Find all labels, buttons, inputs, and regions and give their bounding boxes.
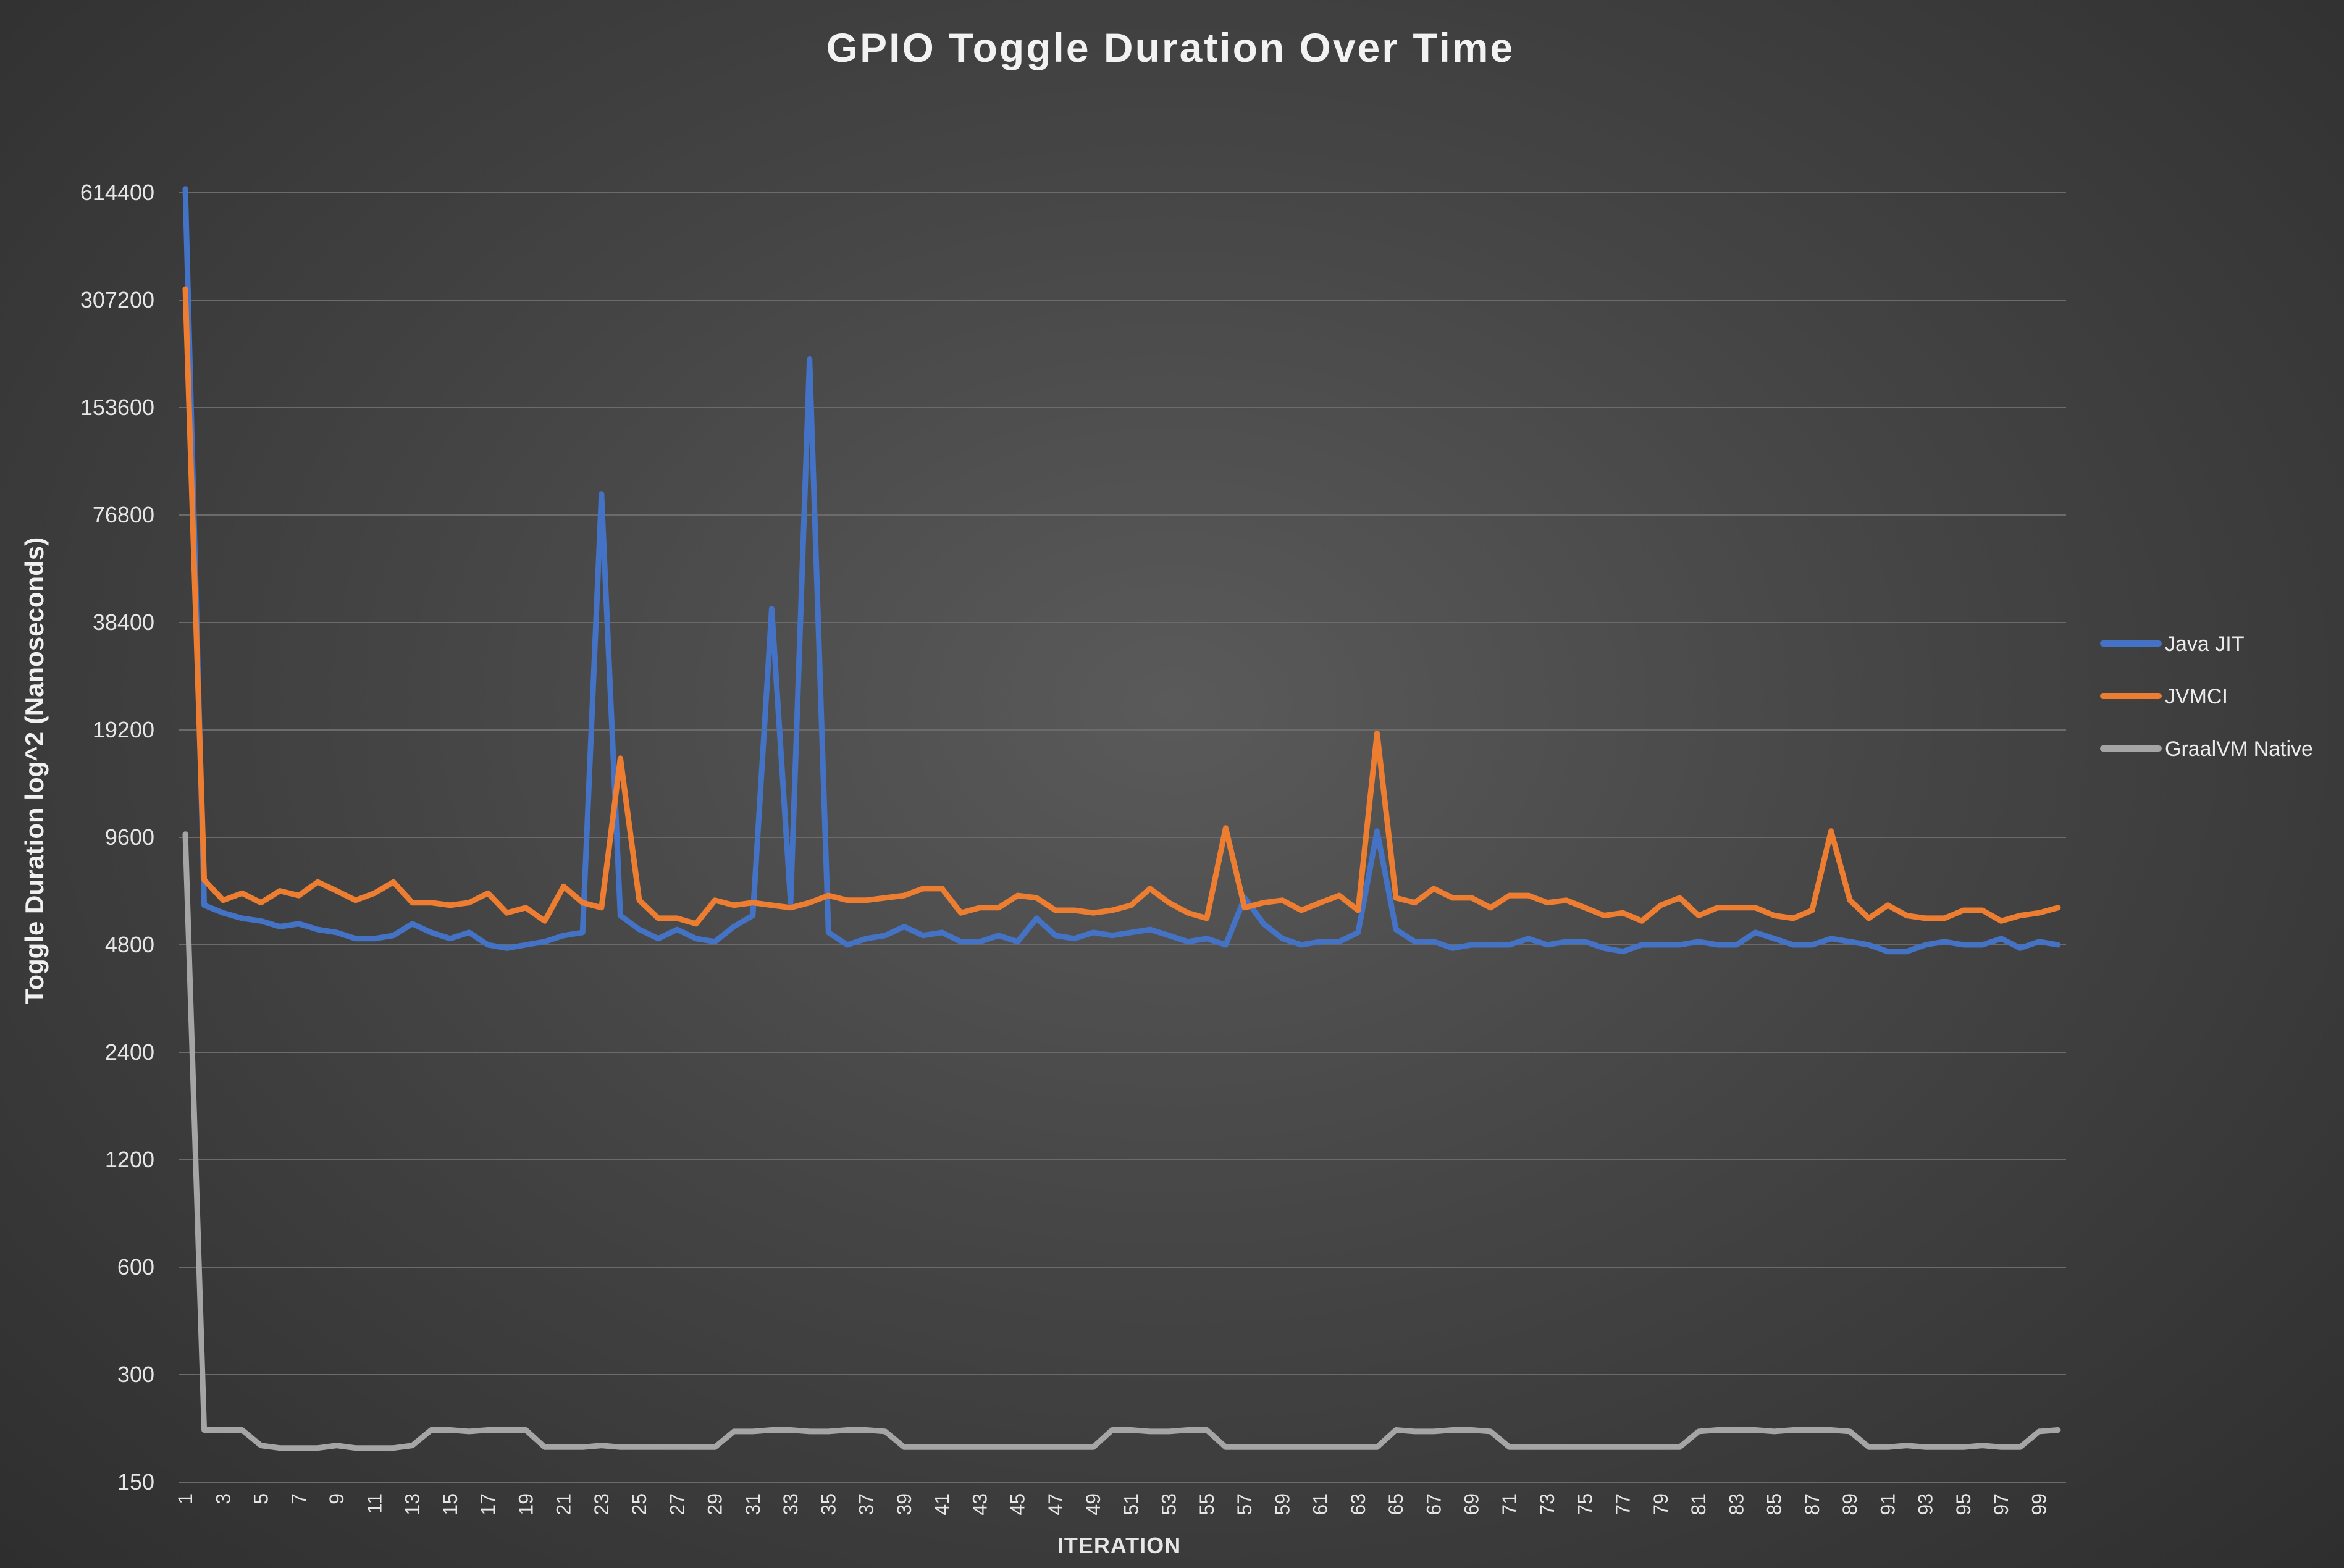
series-line-graalvm-native <box>182 831 2061 1451</box>
x-tick-label: 81 <box>1687 1493 1710 1516</box>
x-tick-label: 79 <box>1650 1493 1672 1516</box>
y-tick-label: 38400 <box>93 610 154 635</box>
legend: Java JIT JVMCI GraalVM Native <box>2100 632 2313 761</box>
y-tick-label: 19200 <box>93 717 154 742</box>
y-tick-label: 4800 <box>105 932 154 957</box>
x-tick-label: 75 <box>1574 1493 1596 1516</box>
legend-label: JVMCI <box>2165 685 2228 708</box>
x-tick-label: 73 <box>1536 1493 1558 1516</box>
series-line-jvmci <box>182 286 2061 927</box>
x-tick-label: 15 <box>439 1493 461 1516</box>
x-tick-label: 83 <box>1725 1493 1747 1516</box>
y-tick-label: 153600 <box>80 395 154 420</box>
x-tick-label: 21 <box>553 1493 575 1516</box>
y-tick-label: 1200 <box>105 1147 154 1172</box>
x-tick-label: 61 <box>1309 1493 1332 1516</box>
y-axis-ticks: 150 300 600 1200 2400 4800 9600 19200 38400 76800… <box>80 180 154 1495</box>
x-tick-label: 9 <box>326 1493 348 1504</box>
x-tick-label: 59 <box>1271 1493 1293 1516</box>
x-tick-label: 51 <box>1120 1493 1142 1516</box>
x-tick-label: 93 <box>1915 1493 1937 1516</box>
x-tick-label: 29 <box>704 1493 726 1516</box>
x-tick-label: 13 <box>401 1493 424 1516</box>
y-tick-label: 614400 <box>80 180 154 205</box>
legend-label: GraalVM Native <box>2165 737 2313 761</box>
x-tick-label: 7 <box>288 1493 310 1504</box>
x-tick-label: 45 <box>1007 1493 1029 1516</box>
x-tick-label: 33 <box>779 1493 802 1516</box>
x-tick-label: 57 <box>1233 1493 1256 1516</box>
x-tick-label: 1 <box>174 1493 196 1504</box>
x-tick-label: 25 <box>628 1493 650 1516</box>
x-tick-label: 17 <box>477 1493 499 1516</box>
y-axis-title: Toggle Duration log^2 (Nanoseconds) <box>20 537 49 1004</box>
series-line-java-jit <box>182 186 2061 955</box>
x-tick-label: 53 <box>1158 1493 1180 1516</box>
x-tick-label: 89 <box>1839 1493 1861 1516</box>
x-tick-label: 35 <box>817 1493 839 1516</box>
x-tick-label: 67 <box>1422 1493 1445 1516</box>
y-tick-label: 150 <box>117 1469 154 1495</box>
x-axis-title: ITERATION <box>1057 1533 1181 1558</box>
x-tick-label: 71 <box>1498 1493 1521 1516</box>
x-tick-label: 85 <box>1763 1493 1786 1516</box>
x-axis-ticks: 1 3 5 7 9 11 13 15 17 19 21 23 25 27 29 31 33 35 37 39 41 43 4… <box>174 1493 2050 1516</box>
y-tick-label: 9600 <box>105 824 154 850</box>
x-tick-label: 3 <box>212 1493 234 1504</box>
x-tick-label: 87 <box>1801 1493 1823 1516</box>
x-tick-label: 43 <box>968 1493 991 1516</box>
x-tick-label: 37 <box>855 1493 878 1516</box>
x-tick-label: 23 <box>590 1493 613 1516</box>
x-tick-label: 97 <box>1990 1493 2012 1516</box>
gridlines <box>179 192 2066 1483</box>
y-tick-label: 2400 <box>105 1039 154 1065</box>
x-tick-label: 49 <box>1082 1493 1104 1516</box>
chart-title: GPIO Toggle Duration Over Time <box>826 25 1514 70</box>
y-tick-label: 307200 <box>80 287 154 312</box>
legend-label: Java JIT <box>2165 632 2244 656</box>
x-tick-label: 63 <box>1347 1493 1369 1516</box>
x-tick-label: 27 <box>666 1493 688 1516</box>
y-tick-label: 76800 <box>93 502 154 527</box>
x-tick-label: 31 <box>742 1493 764 1516</box>
x-tick-label: 55 <box>1196 1493 1218 1516</box>
x-tick-label: 41 <box>931 1493 953 1516</box>
x-tick-label: 77 <box>1612 1493 1634 1516</box>
x-tick-label: 19 <box>515 1493 537 1516</box>
x-tick-label: 11 <box>363 1493 385 1514</box>
x-tick-label: 47 <box>1044 1493 1067 1516</box>
x-tick-label: 69 <box>1461 1493 1483 1516</box>
series-lines <box>182 186 2061 1451</box>
x-tick-label: 65 <box>1385 1493 1407 1516</box>
x-tick-label: 95 <box>1952 1493 1975 1516</box>
x-tick-label: 5 <box>250 1493 272 1504</box>
y-tick-label: 300 <box>117 1362 154 1387</box>
x-tick-label: 91 <box>1876 1493 1899 1516</box>
x-tick-label: 39 <box>893 1493 915 1516</box>
x-tick-label: 99 <box>2028 1493 2050 1516</box>
y-tick-label: 600 <box>117 1254 154 1280</box>
